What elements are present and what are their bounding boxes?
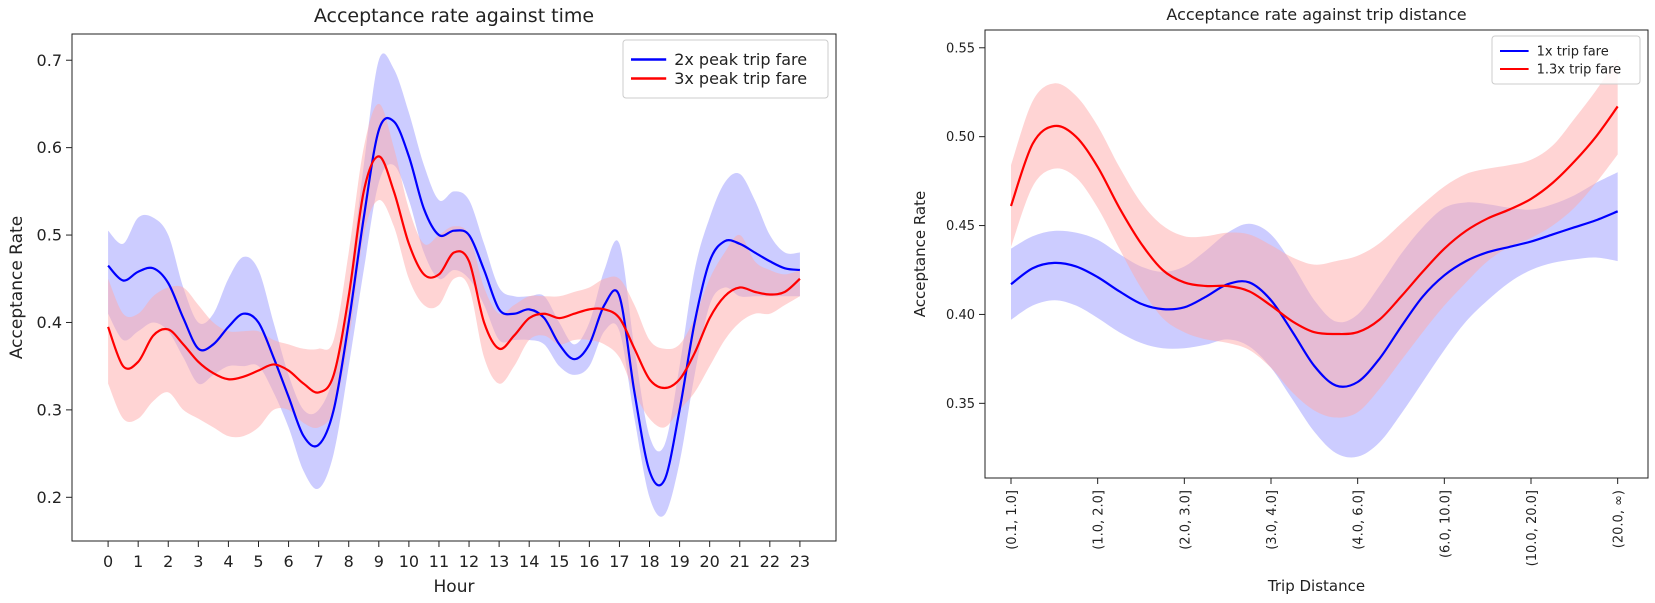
distance-chart-y-tick-label: 0.35: [946, 397, 975, 412]
time-chart-y-tick-label: 0.4: [37, 313, 62, 332]
distance-chart-x-tick-label: (6.0, 10.0]: [1438, 490, 1453, 558]
distance-chart-x-tick-label: (0.1, 1.0]: [1005, 490, 1020, 550]
distance-chart-bands: [1011, 58, 1618, 458]
distance-chart-x-tick-label: (20.0, ∞): [1612, 490, 1627, 548]
time-chart-x-tick-label: 22: [760, 552, 780, 571]
time-chart-x-tick-label: 8: [344, 552, 354, 571]
time-chart-x-tick-label: 0: [103, 552, 113, 571]
time-chart-x-tick-label: 4: [223, 552, 233, 571]
time-chart-x-tick-label: 6: [283, 552, 293, 571]
time-chart-x-tick-label: 3: [193, 552, 203, 571]
distance-chart-legend-label-1-3x: 1.3x trip fare: [1537, 63, 1622, 78]
distance-chart-y-ticks: 0.35 0.40 0.45 0.50 0.55: [946, 41, 985, 412]
distance-chart-line-1x: [1010, 210, 1619, 388]
time-chart-bands: [108, 53, 800, 517]
time-chart-x-tick-label: 1: [133, 552, 143, 571]
time-chart-x-tick-label: 7: [314, 552, 324, 571]
distance-chart-x-ticks: (0.1, 1.0] (1.0, 2.0] (2.0, 3.0] (3.0, 4.0]…: [1005, 478, 1627, 566]
time-chart-line-2x: [107, 116, 801, 487]
time-chart-y-tick-label: 0.3: [37, 400, 62, 419]
time-chart-title: Acceptance rate against time: [314, 5, 594, 27]
distance-chart-title: Acceptance rate against trip distance: [1166, 5, 1466, 24]
time-chart-x-axis-label: Hour: [434, 577, 475, 597]
time-chart-x-tick-label: 23: [790, 552, 810, 571]
time-chart-band-3x: [108, 103, 800, 438]
time-chart-x-ticks: 0 1 2 3 4 5 6 7 8 9 10 11 12 13 14 15 16 17 18 19 20 21 22 23: [103, 541, 810, 571]
time-chart-x-tick-label: 18: [639, 552, 659, 571]
time-chart-x-tick-label: 12: [459, 552, 479, 571]
distance-chart-y-tick-label: 0.50: [946, 130, 975, 145]
time-chart-x-tick-label: 21: [730, 552, 750, 571]
time-chart-legend-label-2x: 2x peak trip fare: [674, 50, 807, 69]
distance-chart-y-tick-label: 0.40: [946, 308, 975, 323]
time-chart-x-tick-label: 14: [519, 552, 539, 571]
time-chart-frame: [71, 33, 837, 542]
time-chart-x-tick-label: 19: [669, 552, 689, 571]
distance-chart-x-tick-label: (2.0, 3.0]: [1178, 490, 1193, 550]
distance-chart-line-1-3x: [1009, 105, 1619, 336]
time-chart-y-tick-label: 0.6: [37, 138, 62, 157]
time-chart-line-3x: [107, 155, 801, 394]
time-chart-y-axis-label: Acceptance Rate: [7, 216, 27, 359]
distance-chart-lines: [1009, 105, 1619, 388]
distance-chart-band-1-3x: [1011, 58, 1618, 418]
time-chart-lines: [107, 116, 801, 487]
time-chart-x-tick-label: 9: [374, 552, 384, 571]
distance-chart-panel: (0.1, 1.0] (1.0, 2.0] (2.0, 3.0] (3.0, 4.0]…: [911, 5, 1649, 595]
time-chart-legend: 2x peak trip fare 3x peak trip fare: [622, 39, 829, 99]
distance-chart-y-axis-label: Acceptance Rate: [911, 191, 929, 317]
distance-chart-x-tick-label: (10.0, 20.0]: [1525, 490, 1540, 566]
time-chart-legend-label-3x: 3x peak trip fare: [674, 69, 807, 88]
distance-chart-frame: [984, 29, 1649, 479]
distance-chart-legend: 1x trip fare 1.3x trip fare: [1491, 35, 1641, 85]
distance-chart-legend-label-1x: 1x trip fare: [1537, 45, 1609, 60]
distance-chart-x-tick-label: (3.0, 4.0]: [1265, 490, 1280, 550]
distance-chart-x-tick-label: (4.0, 6.0]: [1352, 490, 1367, 550]
time-chart-x-tick-label: 17: [609, 552, 629, 571]
time-chart-x-tick-label: 16: [579, 552, 599, 571]
time-chart-x-tick-label: 2: [163, 552, 173, 571]
time-chart-x-tick-label: 10: [399, 552, 419, 571]
time-chart-x-tick-label: 15: [549, 552, 569, 571]
time-chart-y-tick-label: 0.5: [37, 226, 62, 245]
time-chart-x-tick-label: 13: [489, 552, 509, 571]
distance-chart-legend-box: [1491, 35, 1641, 85]
distance-chart-x-axis-label: Trip Distance: [1267, 577, 1365, 595]
time-chart-x-tick-label: 20: [699, 552, 719, 571]
time-chart-band-2x: [108, 53, 800, 517]
time-chart-y-tick-label: 0.2: [37, 488, 62, 507]
time-chart-x-tick-label: 5: [253, 552, 263, 571]
distance-chart-x-tick-label: (1.0, 2.0]: [1092, 490, 1107, 550]
time-chart-y-tick-label: 0.7: [37, 51, 62, 70]
time-chart-panel: 0 1 2 3 4 5 6 7 8 9 10 11 12 13 14 15 16 17 18 19 20 21 22 23 0…: [7, 5, 837, 597]
distance-chart-y-tick-label: 0.45: [946, 219, 975, 234]
distance-chart-y-tick-label: 0.55: [946, 41, 975, 56]
time-chart-legend-box: [622, 39, 829, 99]
time-chart-x-tick-label: 11: [429, 552, 449, 571]
time-chart-y-ticks: 0.2 0.3 0.4 0.5 0.6 0.7: [37, 51, 72, 507]
